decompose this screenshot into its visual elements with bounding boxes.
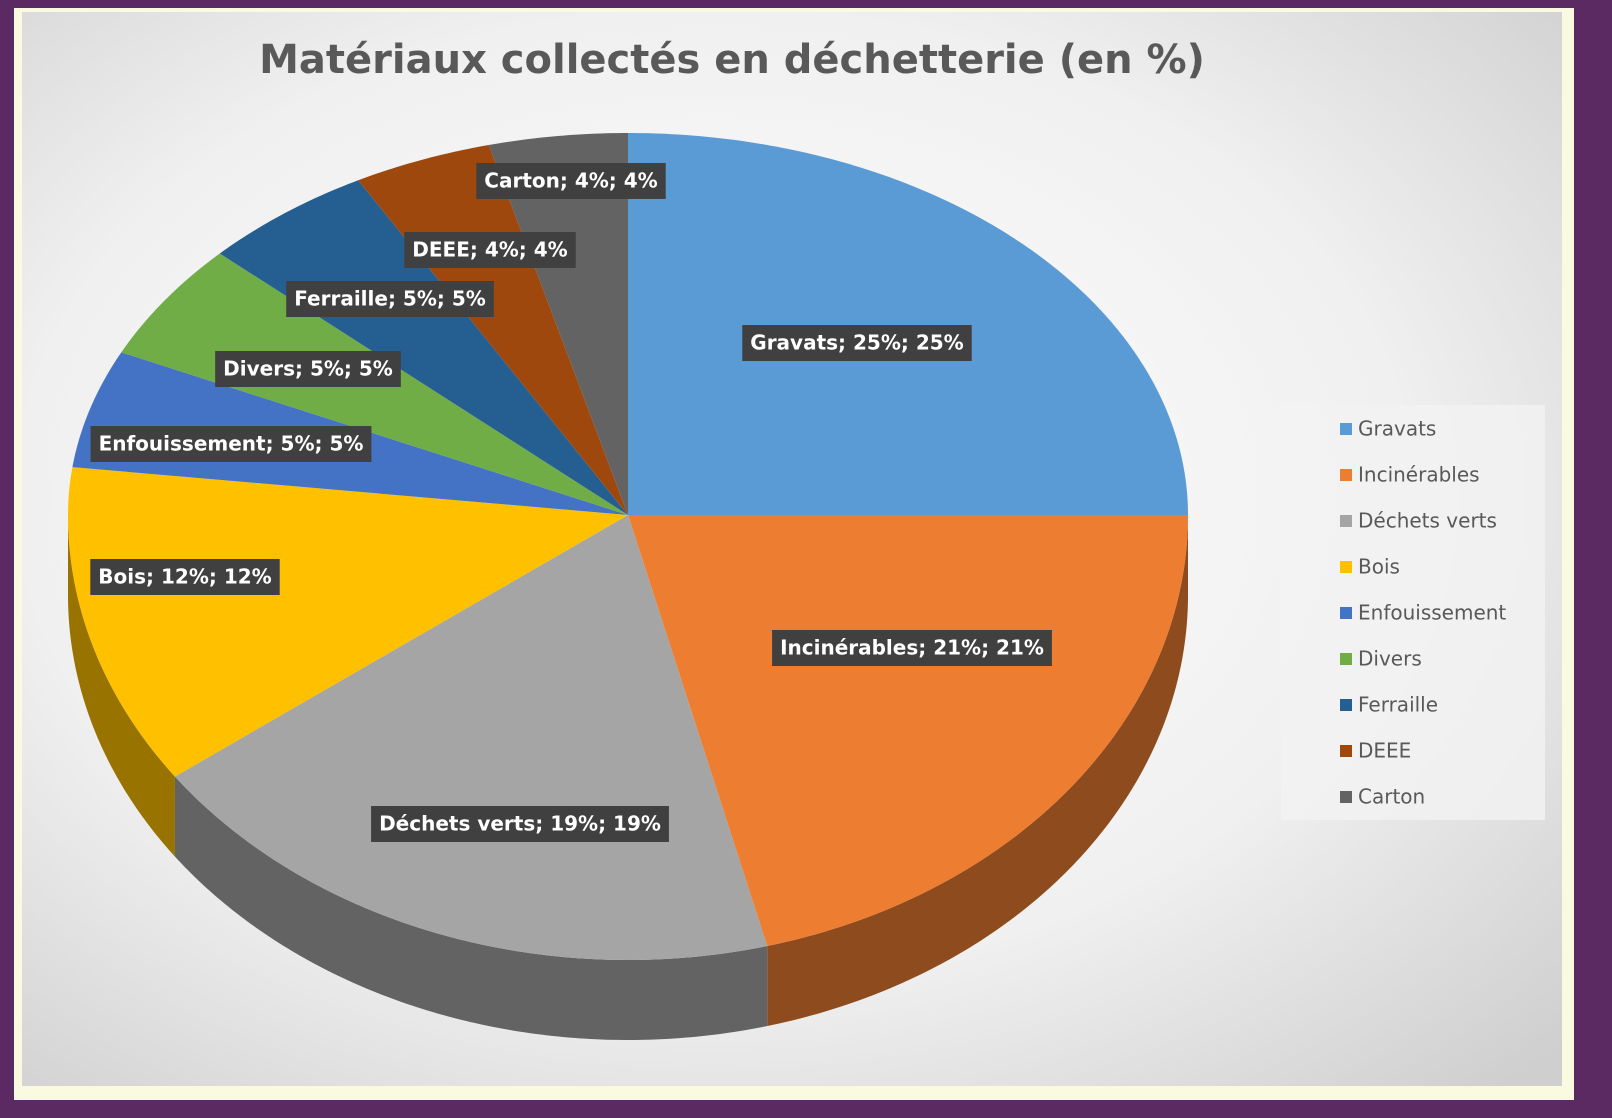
data-label-box bbox=[90, 426, 372, 462]
data-label-box bbox=[371, 806, 669, 842]
legend-box bbox=[1281, 405, 1545, 820]
data-label-box bbox=[742, 325, 972, 361]
legend-label: Bois bbox=[1358, 555, 1400, 579]
legend-label: Enfouissement bbox=[1358, 601, 1506, 625]
legend-swatch bbox=[1340, 699, 1352, 711]
slice bbox=[174, 515, 768, 960]
legend-label: DEEE bbox=[1358, 739, 1411, 763]
legend-swatch bbox=[1340, 515, 1352, 527]
legend-label: Gravats bbox=[1358, 417, 1436, 441]
data-label: Bois; 12%; 12% bbox=[98, 565, 271, 589]
slice-side bbox=[174, 776, 768, 1040]
slice-side bbox=[68, 515, 175, 857]
slice bbox=[628, 515, 1188, 947]
legend-label: Divers bbox=[1358, 647, 1422, 671]
data-label: Déchets verts; 19%; 19% bbox=[379, 812, 661, 836]
legend-swatch bbox=[1340, 653, 1352, 665]
data-label-box bbox=[772, 630, 1052, 666]
legend-swatch bbox=[1340, 561, 1352, 573]
data-label-box bbox=[90, 559, 280, 595]
data-label-box bbox=[476, 163, 666, 199]
legend-label: Déchets verts bbox=[1358, 509, 1497, 533]
slice bbox=[488, 133, 628, 515]
data-label-box bbox=[286, 281, 494, 317]
slice bbox=[219, 180, 628, 515]
chart-title: Matériaux collectés en déchetterie (en %… bbox=[259, 37, 1205, 83]
legend-swatch bbox=[1340, 745, 1352, 757]
data-label: Carton; 4%; 4% bbox=[484, 169, 657, 193]
slice bbox=[68, 467, 629, 777]
slice bbox=[628, 133, 1188, 515]
legend-label: Ferraille bbox=[1358, 693, 1438, 717]
legend-label: Incinérables bbox=[1358, 463, 1480, 487]
legend-label: Carton bbox=[1358, 785, 1425, 809]
legend-swatch bbox=[1340, 423, 1352, 435]
legend-swatch bbox=[1340, 469, 1352, 481]
data-label: Gravats; 25%; 25% bbox=[750, 331, 963, 355]
legend-swatch bbox=[1340, 791, 1352, 803]
slice-side bbox=[767, 515, 1188, 1027]
data-label: DEEE; 4%; 4% bbox=[412, 238, 567, 262]
legend-swatch bbox=[1340, 607, 1352, 619]
data-label: Incinérables; 21%; 21% bbox=[780, 636, 1044, 660]
data-label-box bbox=[215, 351, 401, 387]
data-label-box bbox=[404, 232, 576, 268]
data-label: Ferraille; 5%; 5% bbox=[294, 287, 486, 311]
data-label: Divers; 5%; 5% bbox=[223, 357, 393, 381]
data-label: Enfouissement; 5%; 5% bbox=[99, 432, 364, 456]
